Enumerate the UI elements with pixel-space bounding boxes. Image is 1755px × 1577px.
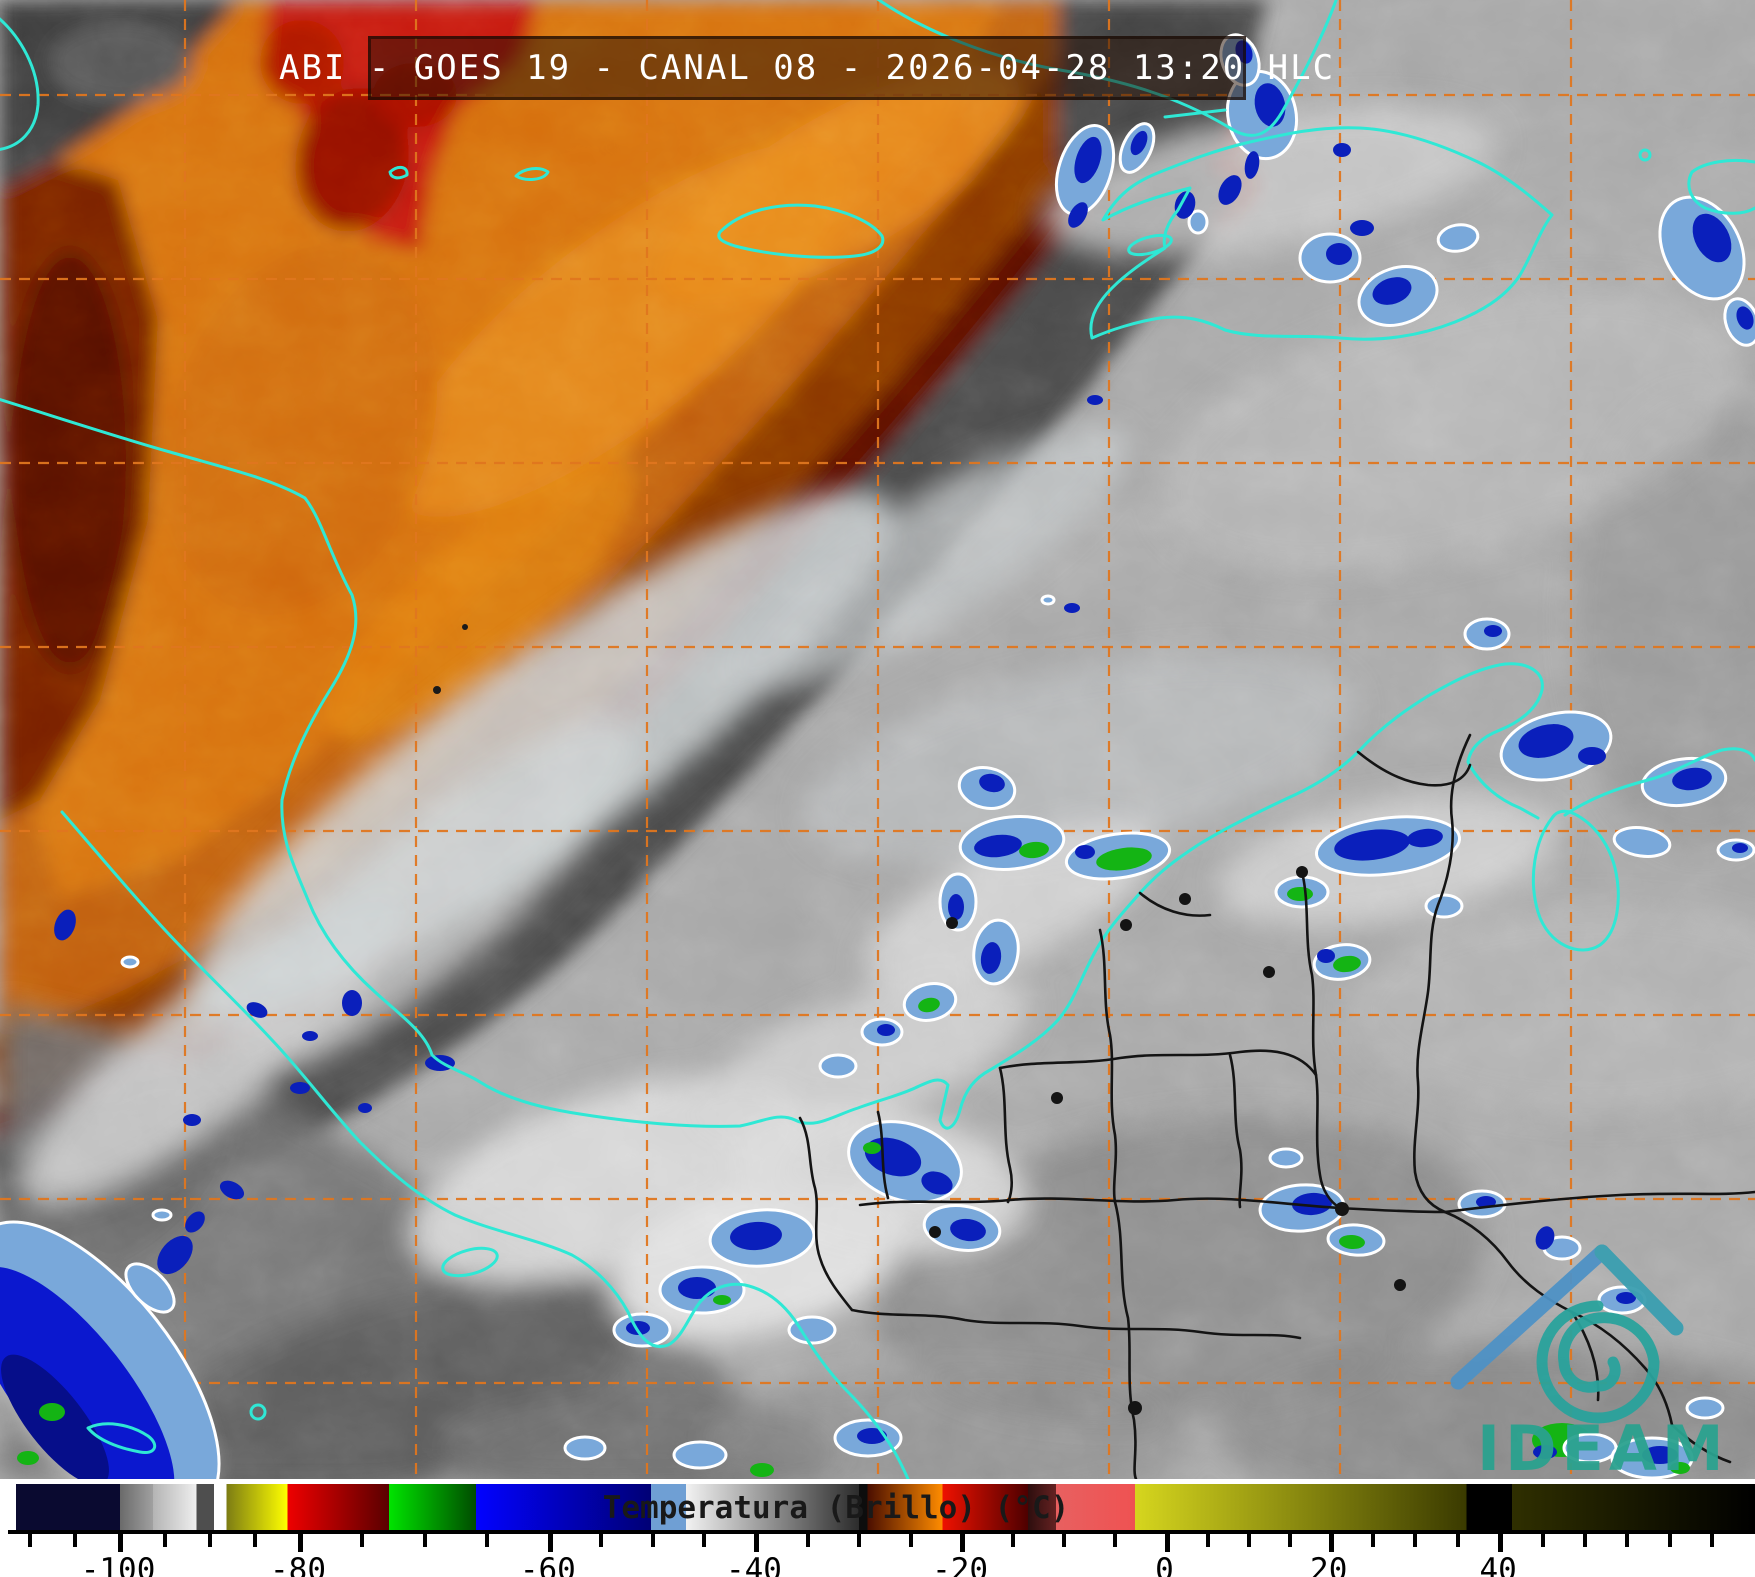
colorbar-tick <box>857 1534 862 1547</box>
colorbar-tick <box>1011 1534 1016 1547</box>
colorbar-tick <box>1164 1534 1170 1552</box>
colorbar-tick <box>1455 1534 1460 1547</box>
coast-venezuela <box>1563 747 1755 817</box>
logo-wordmark: IDEAM <box>1477 1412 1729 1479</box>
logo-spiral-icon <box>1536 1300 1660 1424</box>
colorbar-tick <box>298 1534 303 1552</box>
coast-gonave-island <box>1127 233 1173 257</box>
colorbar-tick-label: -100 <box>80 1552 156 1577</box>
colorbar-tick <box>599 1534 604 1547</box>
colorbar-tick-label: -40 <box>725 1552 782 1577</box>
map-artifact-speck <box>433 686 441 694</box>
colorbar-tick <box>253 1534 258 1547</box>
colorbar-tick <box>805 1534 810 1547</box>
coast-puerto-rico <box>1687 158 1755 215</box>
colorbar-tick <box>1062 1534 1067 1547</box>
colorbar-tick <box>650 1534 655 1547</box>
colorbar: Temperatura (Brillo) (°C) -100 -80 -60 -40 -… <box>0 1479 1755 1577</box>
map-artifact-speck <box>462 624 468 630</box>
image-title: ABI - GOES 19 - CANAL 08 - 2026-04-28 13… <box>278 48 1336 88</box>
coastlines <box>0 0 1755 1479</box>
colorbar-tick <box>1287 1534 1292 1547</box>
colorbar-tick <box>360 1534 365 1547</box>
colorbar-tick <box>753 1534 759 1552</box>
image-title-overlay: ABI - GOES 19 - CANAL 08 - 2026-04-28 13… <box>279 36 1333 100</box>
colorbar-tick <box>73 1534 78 1547</box>
logo-mountain-right <box>1594 1244 1684 1336</box>
colorbar-tick-label: -80 <box>270 1552 326 1577</box>
coast-small-curl <box>388 166 409 180</box>
colorbar-tick <box>1710 1534 1714 1547</box>
coast-islet-dot <box>249 1403 267 1421</box>
coast-jamaica <box>717 203 885 259</box>
coast-sw-islets <box>86 1422 157 1455</box>
colorbar-label: Temperatura (Brillo) (°C) <box>602 1490 1070 1526</box>
coast-coiba-island <box>441 1246 499 1278</box>
city-dots <box>929 866 1406 1415</box>
colorbar-tick <box>1582 1534 1587 1547</box>
colorbar-tick-label: 20 <box>1310 1552 1348 1577</box>
colorbar-tick <box>1540 1534 1545 1547</box>
colorbar-tick <box>163 1534 168 1547</box>
colorbar-tick <box>1205 1534 1210 1547</box>
convection-cells <box>0 33 1755 1479</box>
colorbar-tick <box>960 1534 966 1552</box>
coast-cayman <box>514 167 550 181</box>
colorbar-tick <box>1625 1534 1630 1547</box>
colorbar-tick <box>702 1534 707 1547</box>
colorbar-tick-label: 40 <box>1479 1552 1517 1577</box>
coast-tortuga-island <box>1163 108 1227 119</box>
colorbar-tick <box>547 1534 553 1552</box>
ideam-logo: IDEAM <box>1450 1244 1729 1479</box>
colorbar-tick <box>1371 1534 1376 1547</box>
colorbar-tick <box>118 1534 124 1552</box>
colorbar-tick <box>1113 1534 1118 1547</box>
logo-mountain-left <box>1450 1244 1610 1390</box>
satellite-map: IDEAM <box>0 0 1755 1479</box>
coast-pacific <box>60 810 910 1479</box>
colorbar-tick <box>1328 1534 1334 1552</box>
coast-honduras-fragment <box>0 17 40 151</box>
colorbar-tick <box>485 1534 490 1547</box>
coast-caribbean-central-america <box>0 397 1544 1130</box>
lake-maracaibo <box>1531 809 1620 952</box>
colorbar-tick <box>1498 1534 1504 1552</box>
colorbar-tick <box>28 1534 33 1547</box>
coast-small-island <box>1638 148 1652 162</box>
colorbar-tick <box>1246 1534 1251 1547</box>
colorbar-gradient <box>8 1484 1755 1534</box>
colorbar-tick <box>208 1534 213 1547</box>
colorbar-tick-label: -60 <box>519 1552 576 1577</box>
colorbar-tick <box>422 1534 427 1547</box>
colorbar-tick <box>1413 1534 1418 1547</box>
colorbar-tick-label: -20 <box>932 1552 989 1577</box>
colorbar-tick <box>1667 1534 1672 1547</box>
colorbar-tick-label: 0 <box>1155 1552 1174 1577</box>
coast-hispaniola <box>1089 126 1554 341</box>
colorbar-tick <box>908 1534 913 1547</box>
